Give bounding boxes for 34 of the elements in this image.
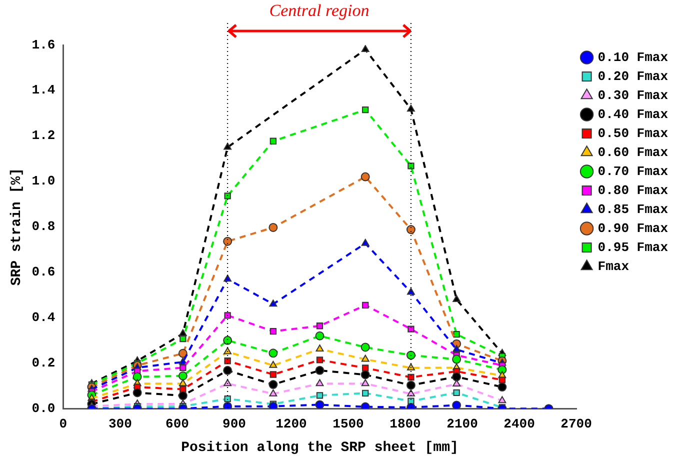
y-tick-label: 1.6 <box>32 37 56 52</box>
x-tick-label: 2700 <box>560 416 592 432</box>
legend-label: 0.20 Fmax <box>598 68 668 84</box>
x-tick-label: 2400 <box>504 416 536 432</box>
y-tick-label: 1.2 <box>32 128 56 144</box>
x-tick-label: 600 <box>166 416 190 432</box>
x-tick-label: 1200 <box>276 416 308 432</box>
x-tick-label: 300 <box>108 416 132 432</box>
x-tick-label: 1800 <box>390 416 422 432</box>
y-tick-label: 0.2 <box>32 355 56 370</box>
x-tick-label: 2100 <box>446 416 478 432</box>
legend-label: 0.80 Fmax <box>598 182 668 198</box>
y-tick-label: 1.0 <box>32 174 56 189</box>
x-axis-title: Position along the SRP sheet [mm] <box>181 440 458 456</box>
legend-label: Fmax <box>598 258 630 274</box>
y-tick-label: 0.4 <box>32 310 56 325</box>
x-tick-label: 0 <box>59 416 68 432</box>
x-tick-label: 1500 <box>332 416 364 432</box>
y-tick-label: 0.0 <box>32 400 56 416</box>
legend-label: 0.40 Fmax <box>598 106 668 122</box>
legend-label: 0.60 Fmax <box>598 144 668 160</box>
legend-label: 0.95 Fmax <box>598 240 668 255</box>
legend-label: 0.50 Fmax <box>598 126 668 141</box>
y-tick-label: 1.4 <box>32 82 56 98</box>
y-axis-title: SRP strain [%] <box>8 168 25 286</box>
legend-label: 0.30 Fmax <box>598 88 668 103</box>
legend-label: 0.10 Fmax <box>598 50 668 65</box>
x-tick-label: 900 <box>222 416 246 432</box>
legend-label: 0.85 Fmax <box>598 202 668 217</box>
text: Central region <box>269 1 370 21</box>
legend-label: 0.90 Fmax <box>598 220 668 236</box>
y-tick-label: 0.8 <box>32 219 56 234</box>
legend-label: 0.70 Fmax <box>598 164 668 179</box>
y-tick-label: 0.6 <box>32 264 56 280</box>
